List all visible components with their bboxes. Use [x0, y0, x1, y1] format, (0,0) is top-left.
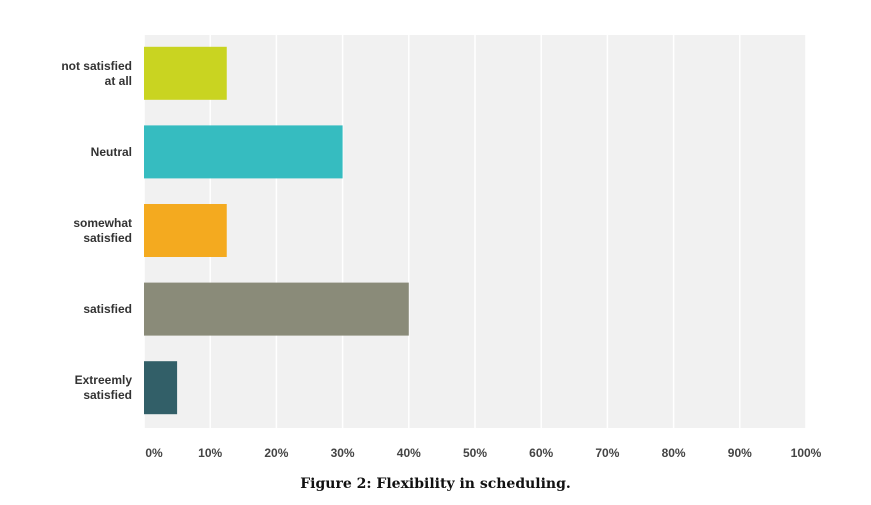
bar [144, 46, 227, 100]
x-tick-label: 30% [331, 446, 355, 460]
category-label: not satisfied [61, 59, 132, 73]
bars [144, 46, 409, 415]
category-label: satisfied [83, 388, 132, 402]
x-tick-label: 100% [791, 446, 822, 460]
bar [144, 125, 343, 179]
x-tick-label: 50% [463, 446, 487, 460]
x-axis-ticks: 0% 10% 20% 30% 40% 50% 60% 70% 80% 90% 100% [145, 446, 821, 460]
figure-caption: Figure 2: Flexibility in scheduling. [300, 476, 571, 492]
category-label: satisfied [83, 231, 132, 245]
category-label: somewhat [73, 216, 132, 230]
x-tick-label: 20% [264, 446, 288, 460]
x-tick-label: 70% [595, 446, 619, 460]
x-tick-label: 90% [728, 446, 752, 460]
x-tick-label: 0% [145, 446, 163, 460]
bar [144, 361, 178, 415]
bar [144, 204, 227, 257]
category-label: Neutral [91, 145, 132, 159]
category-label: Extreemly [75, 373, 133, 387]
category-label: satisfied [83, 302, 132, 316]
x-tick-label: 80% [662, 446, 686, 460]
x-tick-label: 40% [397, 446, 421, 460]
category-label: at all [105, 74, 132, 88]
x-tick-label: 60% [529, 446, 553, 460]
bar [144, 282, 409, 336]
x-tick-label: 10% [198, 446, 222, 460]
